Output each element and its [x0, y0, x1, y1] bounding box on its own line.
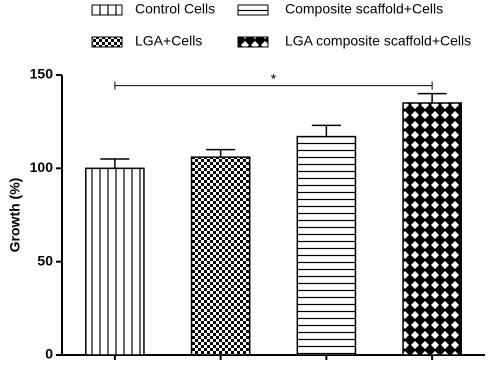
legend-label: LGA+Cells — [135, 33, 202, 49]
bar — [190, 156, 251, 356]
y-axis-label: Growth (%) — [7, 178, 23, 253]
y-tick-label: 50 — [37, 252, 53, 268]
legend-swatch — [237, 4, 269, 16]
legend-label: LGA composite scaffold+Cells — [285, 33, 471, 49]
bar — [85, 167, 145, 356]
legend-label: Composite scaffold+Cells — [285, 1, 443, 17]
significance-label: * — [271, 70, 277, 86]
legend-label: Control Cells — [135, 1, 215, 17]
bar — [402, 102, 462, 356]
y-tick-label: 150 — [30, 66, 54, 82]
legend-swatch — [237, 36, 269, 48]
bar — [296, 135, 357, 356]
legend-swatch — [91, 36, 123, 48]
legend-swatch — [91, 4, 123, 16]
y-tick-label: 100 — [30, 159, 54, 175]
y-tick-label: 0 — [45, 346, 53, 362]
